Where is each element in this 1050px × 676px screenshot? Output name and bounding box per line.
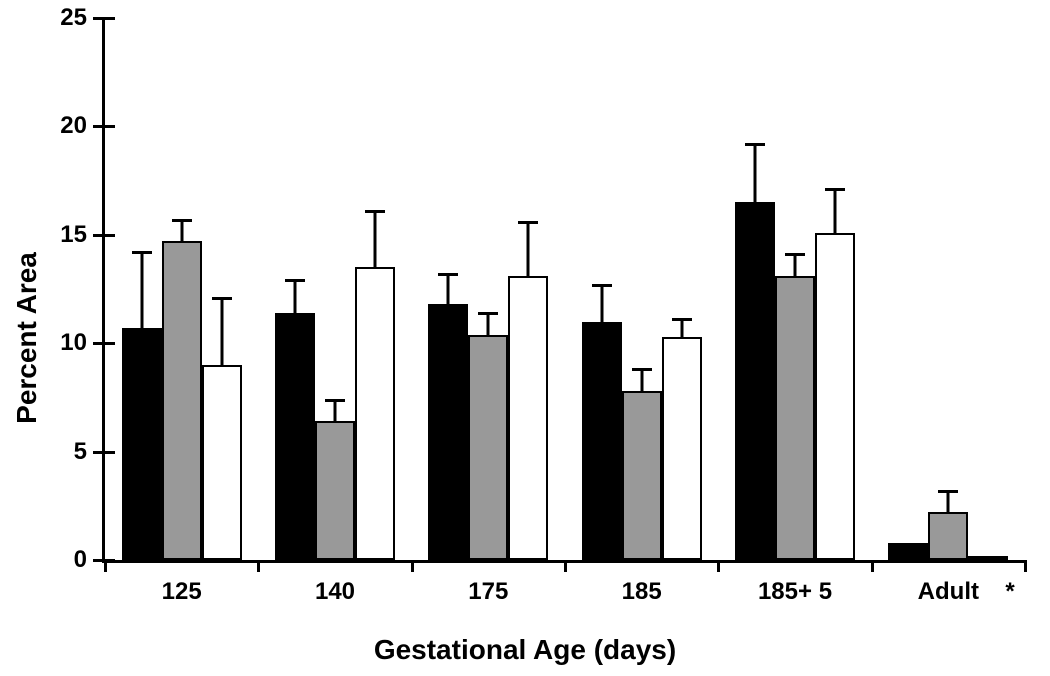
bar-series-3: [968, 556, 1008, 560]
bar-series-1: [735, 202, 775, 560]
bar-series-2: [468, 335, 508, 560]
y-tick-label: 5: [74, 438, 87, 466]
y-tick-label: 15: [60, 221, 87, 249]
x-category-label: 175: [468, 578, 508, 606]
error-bar-cap: [672, 318, 692, 321]
bar-series-3: [815, 233, 855, 560]
bar-series-3: [662, 337, 702, 560]
bar-series-3: [355, 267, 395, 560]
x-tick: [257, 560, 260, 572]
error-bar-stem: [754, 144, 757, 203]
y-tick-label: 25: [60, 4, 87, 32]
x-tick: [104, 560, 107, 572]
y-tick: [93, 451, 105, 454]
error-bar-stem: [180, 220, 183, 242]
x-category-label: 185: [622, 578, 662, 606]
error-bar-stem: [294, 280, 297, 313]
bar-series-1: [275, 313, 315, 560]
y-tick-inner: [105, 342, 115, 345]
error-bar-stem: [487, 313, 490, 335]
bar-series-3: [202, 365, 242, 560]
error-bar-stem: [640, 369, 643, 391]
error-bar-cap: [592, 284, 612, 287]
error-bar-cap: [825, 188, 845, 191]
bar-series-1: [582, 322, 622, 560]
error-bar-cap: [172, 219, 192, 222]
y-tick: [93, 342, 105, 345]
y-tick: [93, 125, 105, 128]
y-tick-label: 0: [74, 546, 87, 574]
bar-series-2: [622, 391, 662, 560]
error-bar-cap: [785, 253, 805, 256]
plot-area: 0510152025125140175185185+ 5Adult*: [102, 18, 1025, 563]
error-bar-stem: [334, 400, 337, 422]
error-bar-cap: [438, 273, 458, 276]
x-category-label: 185+ 5: [758, 578, 832, 606]
error-bar-stem: [220, 298, 223, 365]
error-bar-stem: [600, 285, 603, 322]
error-bar-stem: [374, 211, 377, 267]
y-tick: [93, 17, 105, 20]
x-tick: [871, 560, 874, 572]
x-category-label: 125: [162, 578, 202, 606]
error-bar-stem: [794, 254, 797, 276]
x-tick: [717, 560, 720, 572]
x-axis-label: Gestational Age (days): [0, 634, 1050, 666]
x-category-label: 140: [315, 578, 355, 606]
significance-asterisk: *: [1005, 578, 1014, 606]
error-bar-stem: [447, 274, 450, 304]
bar-series-2: [315, 421, 355, 560]
y-tick-inner: [105, 125, 115, 128]
error-bar-cap: [478, 312, 498, 315]
bar-series-3: [508, 276, 548, 560]
error-bar-cap: [212, 297, 232, 300]
bar-series-2: [775, 276, 815, 560]
error-bar-cap: [632, 368, 652, 371]
y-tick: [93, 234, 105, 237]
bar-series-1: [888, 543, 928, 560]
bar-series-1: [428, 304, 468, 560]
y-tick-inner: [105, 451, 115, 454]
bar-series-1: [122, 328, 162, 560]
error-bar-cap: [132, 251, 152, 254]
error-bar-cap: [325, 399, 345, 402]
error-bar-cap: [745, 143, 765, 146]
error-bar-cap: [938, 490, 958, 493]
y-tick-inner: [105, 234, 115, 237]
error-bar-cap: [518, 221, 538, 224]
bar-series-2: [928, 512, 968, 560]
error-bar-stem: [527, 222, 530, 276]
x-tick: [1024, 560, 1027, 572]
error-bar-cap: [365, 210, 385, 213]
y-tick-inner: [105, 17, 115, 20]
error-bar-stem: [834, 189, 837, 232]
y-tick-label: 20: [60, 112, 87, 140]
x-tick: [411, 560, 414, 572]
error-bar-stem: [140, 252, 143, 328]
error-bar-stem: [680, 319, 683, 336]
bar-chart: Percent Area Gestational Age (days) 0510…: [0, 0, 1050, 676]
x-category-label: Adult: [918, 578, 979, 606]
error-bar-stem: [947, 491, 950, 513]
y-tick-label: 10: [60, 329, 87, 357]
x-tick: [564, 560, 567, 572]
error-bar-cap: [285, 279, 305, 282]
bar-series-2: [162, 241, 202, 560]
y-axis-label: Percent Area: [11, 252, 43, 424]
